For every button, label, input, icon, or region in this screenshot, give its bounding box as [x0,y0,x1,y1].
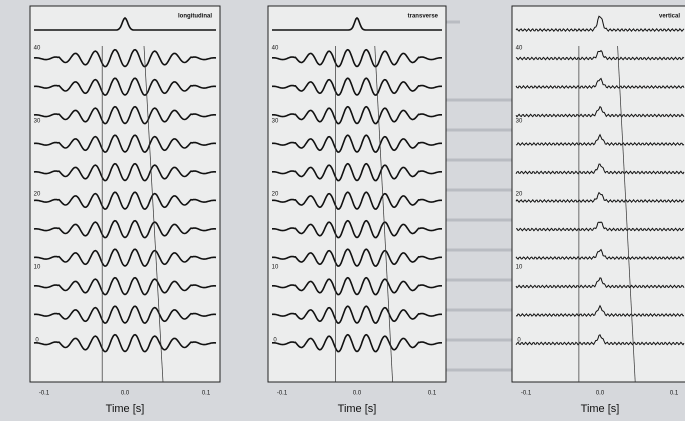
waveform [272,305,442,324]
waveform [33,191,217,210]
waveform [515,248,685,261]
x-tick-label: -0.1 [39,391,50,397]
waveform [515,15,685,33]
guide-line [617,45,636,383]
x-axis-label: Time [s] [581,403,620,415]
waveform [272,77,442,96]
waveform [33,333,217,353]
waveform [272,333,442,353]
waveform [33,276,217,296]
y-tick-label: 40 [34,46,41,52]
y-tick-label: 0 [35,338,39,344]
y-tick-label: 0 [273,338,277,344]
waveform [515,133,685,147]
panel-title: transverse [408,14,439,20]
waveform [272,219,442,239]
waveform [515,163,685,175]
waveform [33,48,217,68]
waveform [33,219,217,239]
x-axis-label: Time [s] [106,403,145,415]
y-tick-label: 20 [272,192,279,198]
y-tick-label: 30 [272,119,279,125]
waveform [515,49,685,61]
waveform [272,162,442,182]
x-tick-label: -0.1 [277,391,288,397]
y-tick-label: 10 [516,265,523,271]
waveform [272,105,442,125]
waveform [33,248,217,267]
waveform [515,77,685,90]
x-tick-label: 0.0 [353,391,362,397]
x-tick-label: -0.1 [521,391,532,397]
y-tick-label: 30 [34,119,41,125]
guide-line [374,45,393,383]
panel-frame [29,5,221,383]
waveform [515,191,685,204]
waveform [33,305,217,324]
guide-line [143,45,164,383]
waveform [272,248,442,267]
waveform [272,48,442,68]
waveform [33,162,217,182]
waveform [34,16,216,31]
waveform [272,134,442,153]
waveform [33,77,217,96]
panel: transverse 40 30 20 10 0 -0.1 0.0 0.1 Time [s] [267,5,447,415]
waveform [515,304,684,318]
panel-frame [267,5,447,383]
y-tick-label: 20 [516,192,523,198]
x-axis-label: Time [s] [338,403,377,415]
waveform [33,134,217,153]
x-tick-label: 0.0 [121,391,130,397]
y-tick-label: 0 [517,338,521,344]
waveform [516,221,685,232]
panel: vertical 40 30 20 10 0 -0.1 0.0 0.1 Time [s] [511,5,685,415]
y-tick-label: 40 [272,46,279,52]
y-tick-label: 10 [272,265,279,271]
panel-title: vertical [659,14,680,20]
waveform [272,191,442,210]
waveform [515,277,685,289]
panel-title: longitudinal [178,14,212,20]
waveform [272,276,442,296]
x-tick-label: 0.1 [670,391,679,397]
panel: longitudinal 40 30 20 10 0 -0.1 0.0 0.1 Time [s] [29,5,221,415]
y-tick-label: 10 [34,265,41,271]
waveform [515,334,685,346]
waveform [33,105,217,125]
x-tick-label: 0.1 [202,391,211,397]
y-tick-label: 20 [34,192,41,198]
y-tick-label: 30 [516,119,523,125]
waveform [515,105,685,118]
x-tick-label: 0.1 [428,391,437,397]
y-tick-label: 40 [516,46,523,52]
waveform [272,16,442,31]
x-tick-label: 0.0 [596,391,605,397]
